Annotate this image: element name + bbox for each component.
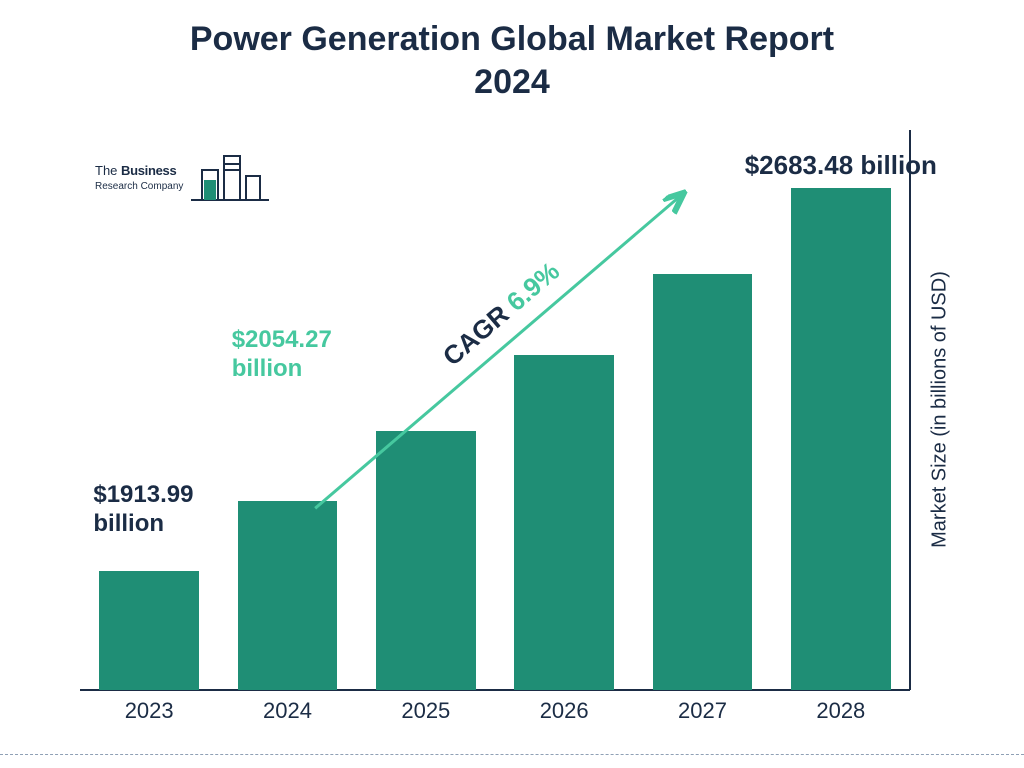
chart-container: Power Generation Global Market Report 20… — [0, 0, 1024, 768]
x-tick-label: 2028 — [772, 698, 910, 724]
x-tick-label: 2026 — [495, 698, 633, 724]
x-tick-label: 2025 — [357, 698, 495, 724]
value-label: $1913.99 billion — [93, 481, 223, 539]
plot-area: CAGR 6.9% $1913.99 billion$2054.27 billi… — [80, 130, 910, 690]
x-tick-label: 2027 — [633, 698, 771, 724]
x-tick-label: 2023 — [80, 698, 218, 724]
x-tick-label: 2024 — [218, 698, 356, 724]
chart-title: Power Generation Global Market Report 20… — [0, 18, 1024, 103]
y-axis-label: Market Size (in billions of USD) — [929, 260, 952, 560]
value-label: $2054.27 billion — [232, 326, 362, 384]
cagr-arrow — [80, 130, 910, 690]
bottom-divider — [0, 754, 1024, 755]
value-label: $2683.48 billion — [721, 150, 961, 181]
